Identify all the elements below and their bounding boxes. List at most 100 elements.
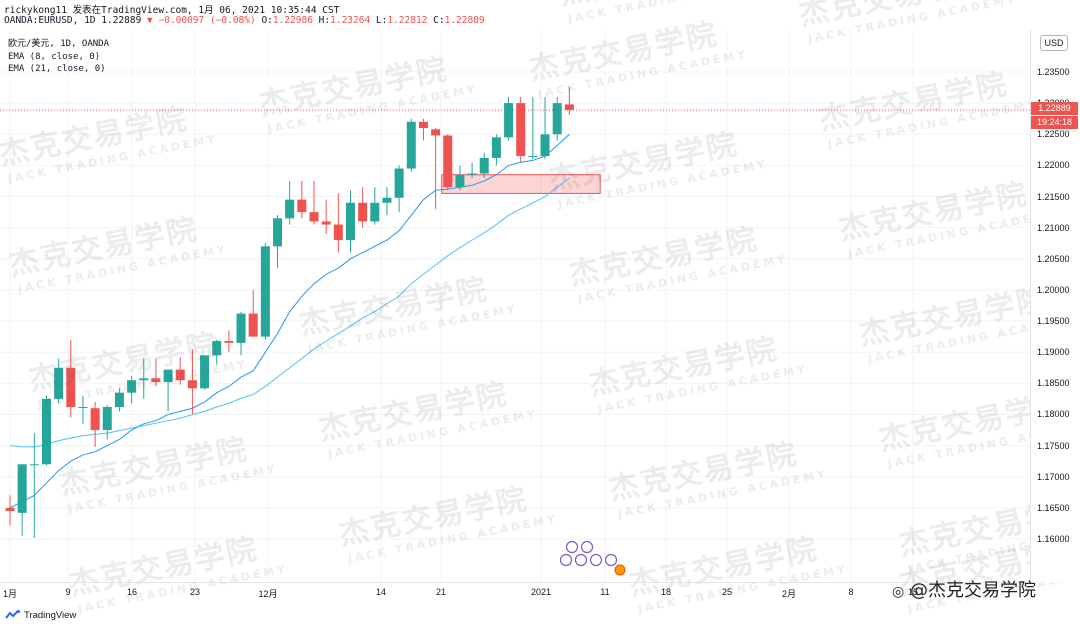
time-tick-label: 23 bbox=[189, 587, 201, 597]
candle-body bbox=[504, 103, 514, 138]
candle-body bbox=[443, 135, 453, 188]
candle-body bbox=[394, 168, 404, 198]
candle-body bbox=[175, 369, 185, 381]
time-tick-label: 15 bbox=[907, 587, 919, 597]
candle-body bbox=[151, 378, 161, 383]
chart-header-line1: rickykong11 发表在TradingView.com, 1月 06, 2… bbox=[4, 5, 340, 16]
time-tick-label: 16 bbox=[126, 587, 138, 597]
change-label: ▼ −0.00097 (−0.08%) bbox=[147, 15, 256, 26]
economic-event-icon bbox=[580, 540, 594, 554]
economic-event-icon bbox=[574, 553, 588, 567]
price-tick-label: 1.20500 bbox=[1037, 253, 1070, 264]
candle-body bbox=[370, 202, 380, 222]
candle-body bbox=[200, 355, 210, 389]
price-tick-label: 1.19500 bbox=[1037, 316, 1070, 327]
candle-body bbox=[102, 406, 112, 431]
time-tick-label: 2月 bbox=[781, 589, 797, 599]
candle-body bbox=[273, 218, 283, 247]
candle-body bbox=[78, 406, 88, 408]
time-tick-label: 2021 bbox=[530, 587, 552, 597]
time-tick-label: 9 bbox=[65, 587, 71, 597]
legend-ema-fast[interactable]: EMA (8, close, 0) bbox=[8, 51, 101, 62]
legend-title[interactable]: 欧元/美元, 1D, OANDA bbox=[8, 39, 110, 49]
candle-body bbox=[5, 507, 15, 511]
price-tick-label: 1.18500 bbox=[1037, 378, 1070, 389]
candle-body bbox=[491, 137, 501, 158]
footer-watermark: ◎ @杰克交易学院 bbox=[892, 580, 1036, 601]
time-tick-label: 21 bbox=[435, 587, 447, 597]
time-tick-label: 1月 bbox=[2, 589, 18, 599]
time-tick-label: 8 bbox=[848, 587, 854, 597]
chart-legend: 欧元/美元, 1D, OANDA EMA (8, close, 0) EMA (… bbox=[8, 38, 109, 76]
countdown-tag: 19:24:18 bbox=[1031, 116, 1078, 129]
time-tick-label: 12月 bbox=[258, 589, 278, 599]
candle-body bbox=[528, 156, 538, 158]
low-value: 1.22812 bbox=[387, 15, 428, 26]
time-tick-label: 14 bbox=[375, 587, 387, 597]
candle-body bbox=[516, 103, 526, 157]
tradingview-label: TradingView bbox=[24, 609, 77, 621]
candle-body bbox=[358, 202, 368, 222]
candle-body bbox=[90, 408, 100, 431]
price-tick-label: 1.19000 bbox=[1037, 347, 1070, 358]
currency-button[interactable]: USD bbox=[1040, 35, 1068, 51]
candle-body bbox=[163, 369, 173, 383]
economic-event-icon bbox=[559, 553, 573, 567]
dividend-event-icon bbox=[614, 564, 626, 576]
candle-body bbox=[431, 129, 441, 136]
close-label: C: bbox=[433, 15, 445, 26]
price-tick-label: 1.22000 bbox=[1037, 160, 1070, 171]
candle-body bbox=[418, 121, 428, 129]
candle-body bbox=[260, 246, 270, 337]
economic-event-icon bbox=[589, 553, 603, 567]
candle-body bbox=[479, 157, 489, 174]
ema-fast-line bbox=[9, 133, 570, 509]
candle-body bbox=[41, 398, 51, 465]
price-chart[interactable] bbox=[0, 30, 1030, 582]
tradingview-icon bbox=[5, 610, 20, 619]
candle-body bbox=[224, 340, 234, 343]
candle-body bbox=[321, 221, 331, 225]
price-tick-label: 1.17000 bbox=[1037, 471, 1070, 482]
price-tick-label: 1.21000 bbox=[1037, 222, 1070, 233]
candle-body bbox=[297, 199, 307, 213]
price-tick-label: 1.17500 bbox=[1037, 440, 1070, 451]
close-value: 1.22889 bbox=[444, 15, 485, 26]
candle-body bbox=[467, 173, 477, 175]
time-tick-label: 11 bbox=[600, 587, 610, 597]
candle-body bbox=[333, 224, 343, 241]
price-tick-label: 1.16500 bbox=[1037, 502, 1070, 513]
legend-ema-slow[interactable]: EMA (21, close, 0) bbox=[8, 64, 106, 74]
chart-header-ohlc: OANDA:EURUSD, 1D 1.22889 ▼ −0.00097 (−0.… bbox=[4, 15, 485, 29]
candle-body bbox=[345, 202, 355, 241]
tradingview-logo[interactable]: TradingView bbox=[5, 608, 76, 622]
symbol-label: OANDA:EURUSD, 1D bbox=[4, 15, 96, 26]
price-tick-label: 1.23500 bbox=[1037, 67, 1070, 77]
candle-body bbox=[54, 367, 64, 399]
candle-body bbox=[127, 380, 137, 393]
ema-slow-line bbox=[9, 177, 570, 448]
price-tick-label: 1.16000 bbox=[1037, 534, 1070, 544]
economic-event-icon bbox=[565, 540, 579, 554]
candle-body bbox=[17, 464, 27, 513]
weibo-icon: ◎ bbox=[892, 584, 905, 600]
candle-body bbox=[114, 392, 124, 407]
candle-body bbox=[236, 313, 246, 343]
last-price: 1.22889 bbox=[101, 15, 142, 26]
open-value: 1.22986 bbox=[272, 15, 313, 26]
candle-body bbox=[212, 340, 222, 356]
price-tick-label: 1.21500 bbox=[1037, 191, 1070, 202]
time-tick-label: 25 bbox=[721, 587, 733, 597]
candle-body bbox=[382, 197, 392, 203]
open-label: O: bbox=[261, 15, 273, 26]
candle-body bbox=[285, 199, 295, 219]
last-price-tag: 1.22889 bbox=[1031, 102, 1078, 115]
high-label: H: bbox=[318, 15, 331, 26]
high-value: 1.23264 bbox=[330, 15, 371, 26]
candle-body bbox=[187, 380, 197, 389]
candle-body bbox=[139, 378, 149, 381]
candle-body bbox=[552, 103, 562, 135]
time-axis[interactable] bbox=[0, 582, 1030, 605]
candle-body bbox=[66, 367, 76, 407]
price-tick-label: 1.18000 bbox=[1037, 409, 1070, 420]
